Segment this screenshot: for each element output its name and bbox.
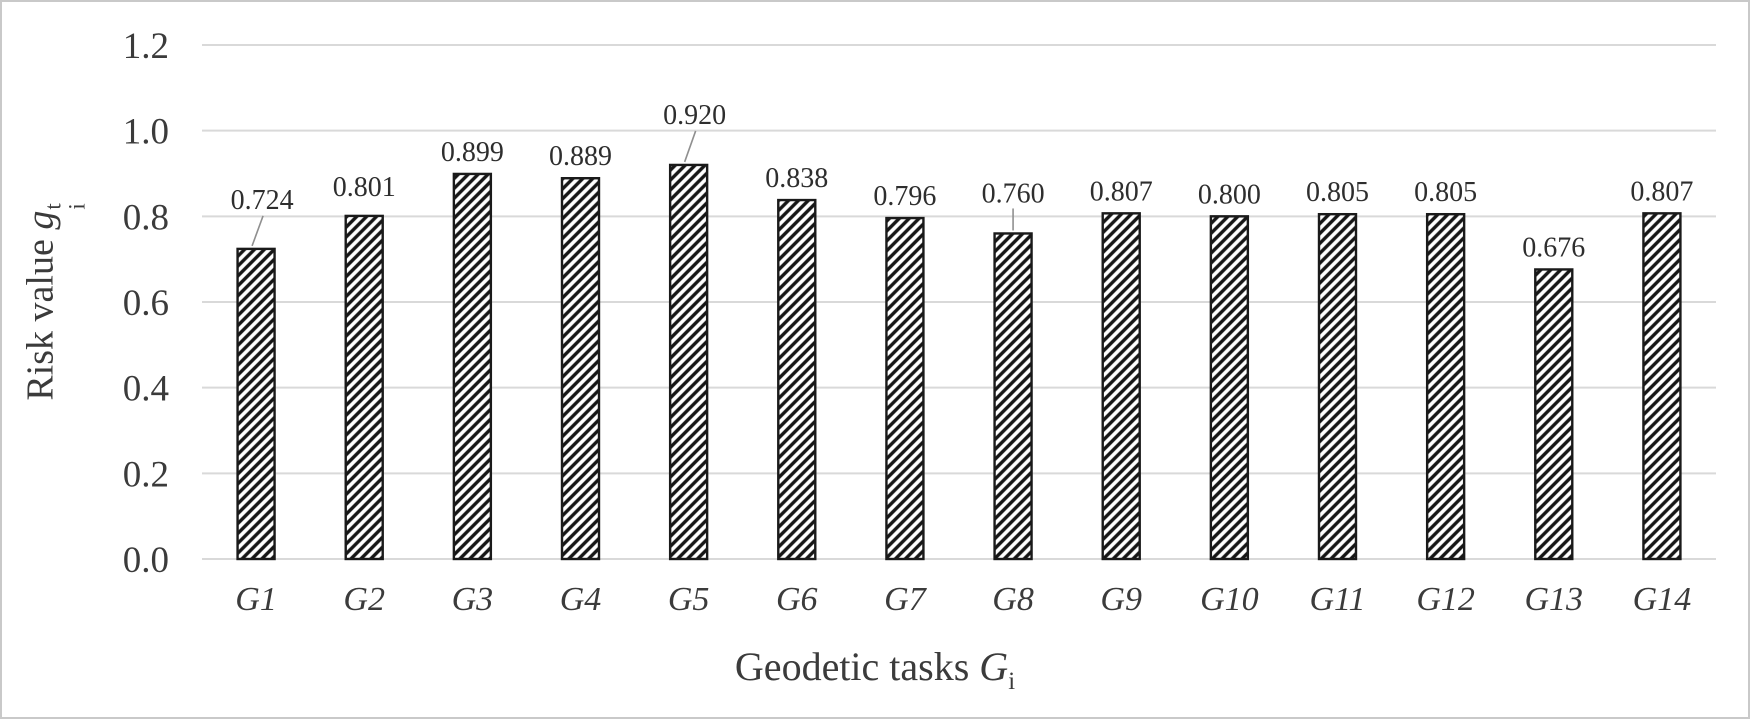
y-axis-title-superscript: t	[40, 203, 66, 210]
bar-G11	[1317, 212, 1358, 561]
x-axis-title-subscript: i	[1008, 668, 1016, 695]
y-tick-label-0.2: 0.2	[123, 454, 169, 495]
x-axis-title-text: Geodetic tasks	[734, 644, 980, 689]
x-category-label-G8: G8	[992, 581, 1034, 618]
x-category-label-G13: G13	[1525, 581, 1584, 618]
value-label-G3: 0.899	[441, 137, 504, 168]
y-tick-label-1.0: 1.0	[123, 112, 169, 153]
x-category-label-G14: G14	[1633, 581, 1692, 618]
x-category-label-G1: G1	[235, 581, 277, 618]
value-label-G11: 0.805	[1306, 177, 1369, 208]
y-axis-title-text: Risk value	[19, 229, 62, 401]
x-category-label-G6: G6	[776, 581, 818, 618]
leader-line-G5	[683, 130, 697, 163]
x-category-label-G7: G7	[884, 581, 928, 618]
value-label-G10: 0.800	[1198, 179, 1261, 210]
leader-line-G1	[251, 215, 264, 247]
y-tick-label-0.6: 0.6	[123, 283, 169, 324]
x-category-label-G5: G5	[668, 581, 710, 618]
bar-G10	[1209, 215, 1250, 561]
x-category-label-G12: G12	[1416, 581, 1475, 618]
value-label-G9: 0.807	[1090, 176, 1153, 207]
x-category-label-G11: G11	[1309, 581, 1365, 618]
bar-G9	[1101, 212, 1141, 561]
value-label-G14: 0.807	[1630, 176, 1693, 207]
bar-G4	[560, 177, 601, 561]
y-tick-label-0.0: 0.0	[123, 540, 169, 581]
bar-G8	[993, 232, 1033, 561]
bar-G5	[668, 163, 709, 561]
y-axis-title-variable: g	[19, 210, 62, 230]
y-axis-title-subscript: i	[64, 203, 90, 210]
value-label-G6: 0.838	[765, 163, 828, 194]
bar-G13	[1534, 268, 1574, 561]
x-category-label-G10: G10	[1200, 581, 1259, 618]
bar-G1	[236, 247, 276, 561]
bar-G14	[1642, 212, 1682, 561]
value-label-G5: 0.920	[663, 100, 726, 131]
value-label-G1: 0.724	[231, 185, 294, 216]
bar-G7	[885, 216, 925, 561]
y-tick-label-0.4: 0.4	[123, 369, 169, 410]
value-label-G2: 0.801	[333, 172, 396, 203]
value-label-G12: 0.805	[1414, 177, 1477, 208]
bar-G6	[777, 198, 817, 561]
x-category-label-G9: G9	[1100, 581, 1142, 618]
bar-G3	[452, 172, 493, 561]
x-category-label-G4: G4	[560, 581, 602, 618]
x-axis-title-variable: G	[979, 644, 1009, 689]
y-tick-label-1.2: 1.2	[123, 26, 169, 67]
value-label-G4: 0.889	[549, 141, 612, 172]
x-category-label-G2: G2	[343, 581, 385, 618]
bar-G12	[1425, 212, 1466, 561]
x-category-label-G3: G3	[452, 581, 494, 618]
value-label-G7: 0.796	[873, 181, 936, 212]
value-label-G8: 0.760	[982, 178, 1045, 209]
x-axis-title: Geodetic tasks Gi	[2, 643, 1748, 696]
y-tick-label-0.8: 0.8	[123, 197, 169, 238]
bar-G2	[344, 214, 384, 561]
value-label-G13: 0.676	[1522, 232, 1585, 263]
